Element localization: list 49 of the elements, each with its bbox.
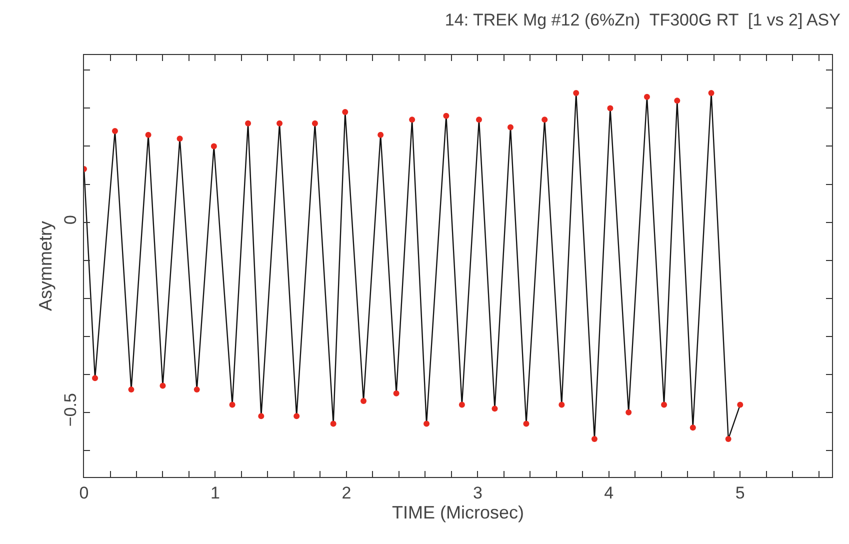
point <box>210 143 217 150</box>
point <box>542 116 548 123</box>
x-tick-label: 5 <box>735 483 745 502</box>
point <box>523 420 530 427</box>
x-tick-label: 2 <box>342 483 352 502</box>
point <box>607 105 614 112</box>
point <box>194 386 200 393</box>
point <box>492 406 498 412</box>
point <box>558 402 565 408</box>
point <box>145 132 152 138</box>
y-axis-title: Asymmetry <box>35 221 56 311</box>
point <box>458 402 465 408</box>
point <box>294 413 300 420</box>
point <box>674 98 680 104</box>
point <box>507 124 514 130</box>
point <box>128 386 134 393</box>
x-tick-label: 3 <box>472 483 482 502</box>
x-tick-label: 4 <box>604 483 614 502</box>
point <box>245 120 252 126</box>
point <box>342 109 348 116</box>
point <box>737 402 744 408</box>
point <box>443 112 450 119</box>
y-tick-label: −0.5 <box>61 393 80 427</box>
point <box>360 398 367 404</box>
point <box>330 420 336 427</box>
point <box>644 94 650 100</box>
x-tick-label: 1 <box>210 483 220 502</box>
point <box>661 402 668 408</box>
chart-title: 14: TREK Mg #12 (6%Zn) TF300G RT [1 vs 2] ASY <box>444 10 841 30</box>
point <box>393 390 400 396</box>
point <box>112 128 118 134</box>
point <box>476 116 482 123</box>
point <box>378 132 384 138</box>
point <box>424 420 430 427</box>
point <box>176 136 183 142</box>
point <box>626 409 632 416</box>
point <box>409 116 416 123</box>
point <box>725 436 732 442</box>
point <box>92 375 98 382</box>
point <box>690 424 696 431</box>
point <box>258 413 264 420</box>
point <box>573 90 580 96</box>
point <box>708 90 714 96</box>
point <box>591 436 598 442</box>
x-axis-title: TIME (Microsec) <box>392 502 524 522</box>
point <box>160 382 166 389</box>
point <box>312 120 318 126</box>
point <box>276 120 283 126</box>
point <box>229 402 236 408</box>
